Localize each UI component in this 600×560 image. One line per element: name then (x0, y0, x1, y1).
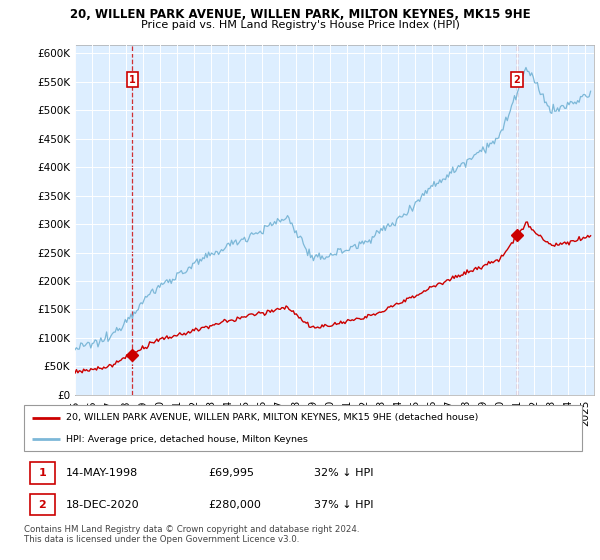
FancyBboxPatch shape (29, 463, 55, 484)
Text: 18-DEC-2020: 18-DEC-2020 (66, 500, 139, 510)
Text: 1: 1 (38, 468, 46, 478)
Text: £280,000: £280,000 (208, 500, 261, 510)
Text: 37% ↓ HPI: 37% ↓ HPI (314, 500, 374, 510)
Text: 20, WILLEN PARK AVENUE, WILLEN PARK, MILTON KEYNES, MK15 9HE: 20, WILLEN PARK AVENUE, WILLEN PARK, MIL… (70, 8, 530, 21)
Text: 14-MAY-1998: 14-MAY-1998 (66, 468, 138, 478)
Text: 20, WILLEN PARK AVENUE, WILLEN PARK, MILTON KEYNES, MK15 9HE (detached house): 20, WILLEN PARK AVENUE, WILLEN PARK, MIL… (66, 413, 478, 422)
Text: 2: 2 (38, 500, 46, 510)
FancyBboxPatch shape (29, 494, 55, 515)
Text: HPI: Average price, detached house, Milton Keynes: HPI: Average price, detached house, Milt… (66, 435, 308, 444)
Text: 32% ↓ HPI: 32% ↓ HPI (314, 468, 374, 478)
Text: 2: 2 (514, 75, 520, 85)
Text: Contains HM Land Registry data © Crown copyright and database right 2024.
This d: Contains HM Land Registry data © Crown c… (24, 525, 359, 544)
Text: Price paid vs. HM Land Registry's House Price Index (HPI): Price paid vs. HM Land Registry's House … (140, 20, 460, 30)
Text: 1: 1 (129, 75, 136, 85)
Text: £69,995: £69,995 (208, 468, 254, 478)
